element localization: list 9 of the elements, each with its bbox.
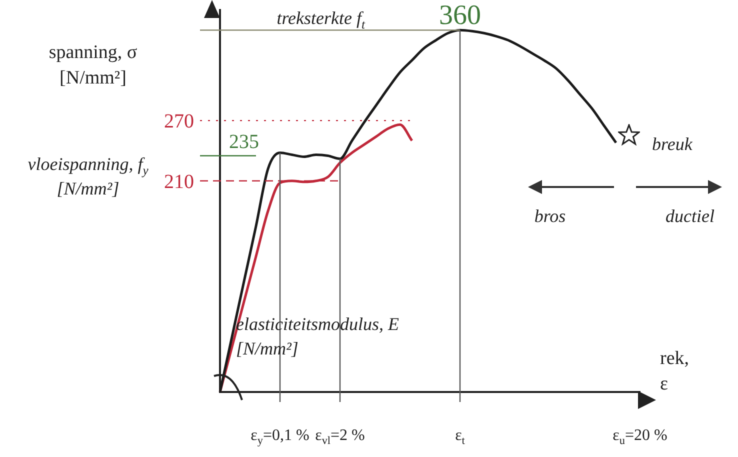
annotation: 360: [439, 0, 481, 32]
x-axis-title: rek, ε: [660, 348, 690, 395]
y-tick-label: 270: [164, 110, 194, 133]
text: breuk: [652, 134, 694, 154]
y-axis-title: spanning, σ [N/mm²]: [48, 42, 138, 89]
text: ductiel: [666, 206, 714, 226]
y-tick-label: 210: [164, 170, 194, 193]
annotation: 235: [229, 130, 259, 153]
annotation: bros: [534, 206, 566, 226]
